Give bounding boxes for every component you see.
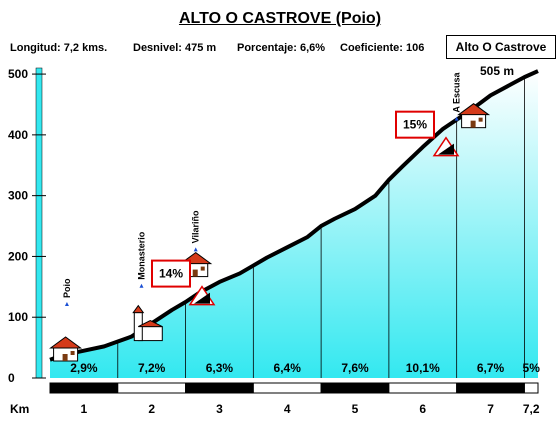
segment-gradient-label: 2,9% bbox=[70, 361, 98, 375]
segment-gradient-label: 10,1% bbox=[406, 361, 440, 375]
km-scale-segment bbox=[320, 382, 390, 394]
km-scale-segment bbox=[523, 382, 539, 394]
house-icon-a-escusa bbox=[457, 103, 491, 129]
place-marker-icon bbox=[64, 302, 69, 307]
profile-line bbox=[49, 69, 539, 362]
stat-coeficiente: Coeficiente: 106 bbox=[340, 42, 425, 54]
segment-gradient-label: 7,2% bbox=[138, 361, 166, 375]
segment-gradient-label: 6,4% bbox=[274, 361, 302, 375]
y-tick-label: 100 bbox=[8, 310, 28, 324]
church-roof bbox=[138, 320, 163, 328]
km-scale-segment bbox=[185, 382, 254, 394]
stat-desnivel: Desnivel: 475 m bbox=[133, 42, 217, 54]
house-window bbox=[70, 351, 75, 355]
church-spire bbox=[132, 304, 145, 314]
segment-gradient-label: 5% bbox=[523, 361, 541, 375]
x-axis-label: Km bbox=[10, 402, 29, 416]
place-label: Vilariño bbox=[191, 210, 201, 243]
max-slope-label: 14% bbox=[159, 267, 183, 281]
segment-gradient-label: 6,3% bbox=[206, 361, 234, 375]
km-tick-label: 5 bbox=[352, 402, 359, 416]
house-window bbox=[200, 266, 205, 271]
stat-longitud: Longitud: 7,2 kms. bbox=[10, 42, 108, 54]
house-door bbox=[192, 269, 198, 277]
house-window bbox=[478, 117, 483, 122]
place-label: Poio bbox=[62, 278, 72, 298]
km-tick-label: 7,2 bbox=[523, 402, 540, 416]
km-scale-segment bbox=[117, 382, 187, 394]
segment-gradient-label: 7,6% bbox=[341, 361, 369, 375]
place-label: Monasterio bbox=[137, 231, 147, 280]
km-scale-segment bbox=[49, 382, 119, 394]
place-marker-icon bbox=[139, 283, 144, 288]
house-icon-poio bbox=[49, 336, 83, 362]
place-marker-icon bbox=[193, 247, 198, 252]
y-tick-label: 200 bbox=[8, 249, 28, 263]
km-tick-label: 4 bbox=[284, 402, 291, 416]
house-door bbox=[62, 354, 68, 361]
max-slope-box bbox=[395, 110, 435, 139]
km-tick-label: 6 bbox=[419, 402, 426, 416]
peak-altitude-label: 505 m bbox=[480, 64, 514, 78]
y-axis-bar bbox=[35, 67, 43, 379]
church-icon-monasterio bbox=[132, 304, 163, 342]
km-tick-label: 7 bbox=[487, 402, 494, 416]
slope-warning-ramp bbox=[194, 292, 210, 304]
segment-gradient-label: 6,7% bbox=[477, 361, 505, 375]
y-tick-label: 0 bbox=[8, 371, 15, 385]
climb-name-box: Alto O Castrove bbox=[446, 35, 556, 59]
place-marker-icon bbox=[454, 116, 459, 121]
profile-area bbox=[50, 71, 538, 378]
km-scale-segment bbox=[388, 382, 458, 394]
km-tick-label: 3 bbox=[216, 402, 223, 416]
km-scale-segment bbox=[252, 382, 322, 394]
house-roof bbox=[457, 103, 491, 116]
km-scale-segment bbox=[456, 382, 525, 394]
km-tick-label: 2 bbox=[148, 402, 155, 416]
house-roof bbox=[49, 336, 83, 349]
house-door bbox=[470, 120, 476, 128]
max-slope-box bbox=[151, 259, 191, 288]
slope-warning-ramp bbox=[438, 143, 454, 155]
stat-porcentaje: Porcentaje: 6,6% bbox=[237, 42, 326, 54]
place-label: A Escusa bbox=[452, 71, 462, 112]
y-tick-label: 400 bbox=[8, 128, 28, 142]
max-slope-label: 15% bbox=[403, 118, 427, 132]
y-tick-label: 300 bbox=[8, 189, 28, 203]
y-tick-label: 500 bbox=[8, 67, 28, 81]
km-tick-label: 1 bbox=[81, 402, 88, 416]
chart-title: ALTO O CASTROVE (Poio) bbox=[178, 10, 382, 27]
